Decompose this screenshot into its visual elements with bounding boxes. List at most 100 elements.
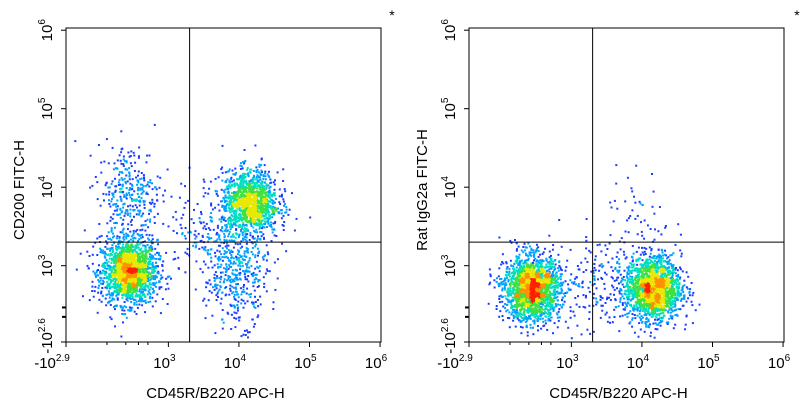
event-dot	[239, 174, 242, 177]
event-dot	[500, 296, 503, 299]
event-dot	[220, 275, 223, 278]
event-dot	[107, 300, 110, 303]
event-dot	[258, 223, 261, 226]
event-dot	[122, 268, 125, 271]
event-dot	[554, 286, 557, 289]
event-dot	[94, 285, 97, 288]
event-dot	[140, 272, 143, 275]
event-dot	[526, 319, 529, 322]
event-dot	[131, 297, 134, 300]
event-dot	[238, 214, 241, 217]
event-dot	[157, 252, 160, 254]
event-dot	[254, 178, 257, 181]
event-dot	[113, 255, 115, 258]
event-dot	[131, 265, 134, 268]
event-dot	[493, 286, 496, 289]
event-dot	[193, 208, 195, 211]
event-dot	[129, 182, 132, 185]
event-dot	[126, 214, 129, 216]
x-axis-label: CD45R/B220 APC-H	[146, 385, 284, 402]
event-dot	[120, 200, 123, 202]
event-dot	[153, 205, 156, 208]
event-dot	[238, 259, 241, 262]
event-dot	[293, 229, 296, 232]
event-dot	[227, 190, 230, 193]
event-dot	[510, 299, 513, 302]
event-dot	[215, 233, 218, 236]
event-dot	[117, 284, 120, 286]
event-dot	[200, 222, 203, 225]
event-dot	[156, 293, 159, 296]
event-dot	[203, 297, 206, 300]
event-dot	[123, 283, 126, 285]
event-dot	[139, 183, 142, 186]
event-dot	[229, 222, 232, 225]
event-dot	[122, 273, 125, 276]
event-dot	[265, 186, 268, 189]
event-dot	[548, 313, 551, 315]
event-dot	[242, 237, 245, 240]
event-dot	[198, 220, 201, 223]
event-dot	[272, 308, 275, 310]
event-dot	[523, 242, 526, 245]
event-dot	[129, 215, 132, 218]
event-dot	[269, 200, 272, 203]
event-dot	[542, 308, 545, 311]
event-dot	[230, 183, 233, 186]
event-dot	[150, 263, 153, 266]
event-dot	[108, 277, 111, 280]
event-dot	[103, 272, 106, 275]
event-dot	[113, 259, 115, 262]
event-dot	[165, 277, 168, 280]
event-dot	[227, 244, 230, 247]
event-dot	[119, 216, 122, 219]
event-dot	[144, 229, 147, 232]
event-dot	[246, 168, 249, 171]
event-dot	[100, 171, 103, 174]
event-dot	[153, 216, 156, 219]
event-dot	[125, 265, 128, 268]
event-dot	[116, 289, 119, 292]
event-dot	[118, 178, 121, 181]
event-dot	[112, 203, 115, 206]
event-dot	[106, 287, 109, 290]
event-dot	[253, 218, 256, 221]
event-dot	[125, 244, 128, 247]
event-dot	[251, 281, 254, 284]
event-dot	[217, 259, 220, 262]
event-dot	[240, 302, 243, 305]
event-dot	[144, 250, 147, 253]
event-dot	[221, 259, 224, 262]
event-dot	[98, 264, 100, 267]
left-dot-plot: -102.9 103 104 105 106-102.6103104105106CD45…	[11, 7, 395, 402]
event-dot	[239, 164, 242, 167]
event-dot	[129, 291, 132, 293]
event-dot	[138, 255, 141, 258]
event-dot	[233, 316, 236, 319]
event-dot	[111, 259, 113, 262]
event-dot	[204, 263, 207, 266]
event-dot	[252, 285, 255, 288]
event-dot	[144, 255, 147, 258]
event-dot	[235, 194, 238, 197]
event-dot	[242, 228, 245, 231]
event-dot	[205, 281, 208, 284]
event-dot	[257, 267, 260, 269]
event-dot	[211, 314, 214, 317]
event-dot	[250, 225, 253, 227]
event-dot	[100, 292, 103, 295]
event-dot	[110, 238, 113, 241]
event-dot	[533, 265, 536, 268]
event-dot	[124, 268, 127, 271]
event-dot	[209, 248, 212, 251]
event-dot	[499, 282, 502, 285]
event-dot	[219, 266, 222, 268]
event-dot	[95, 275, 97, 278]
event-dot	[256, 247, 259, 250]
event-dot	[121, 222, 124, 225]
event-dot	[140, 172, 143, 174]
event-dot	[249, 197, 252, 200]
event-dot	[523, 266, 526, 269]
event-dot	[107, 231, 110, 234]
event-dot	[148, 282, 151, 285]
